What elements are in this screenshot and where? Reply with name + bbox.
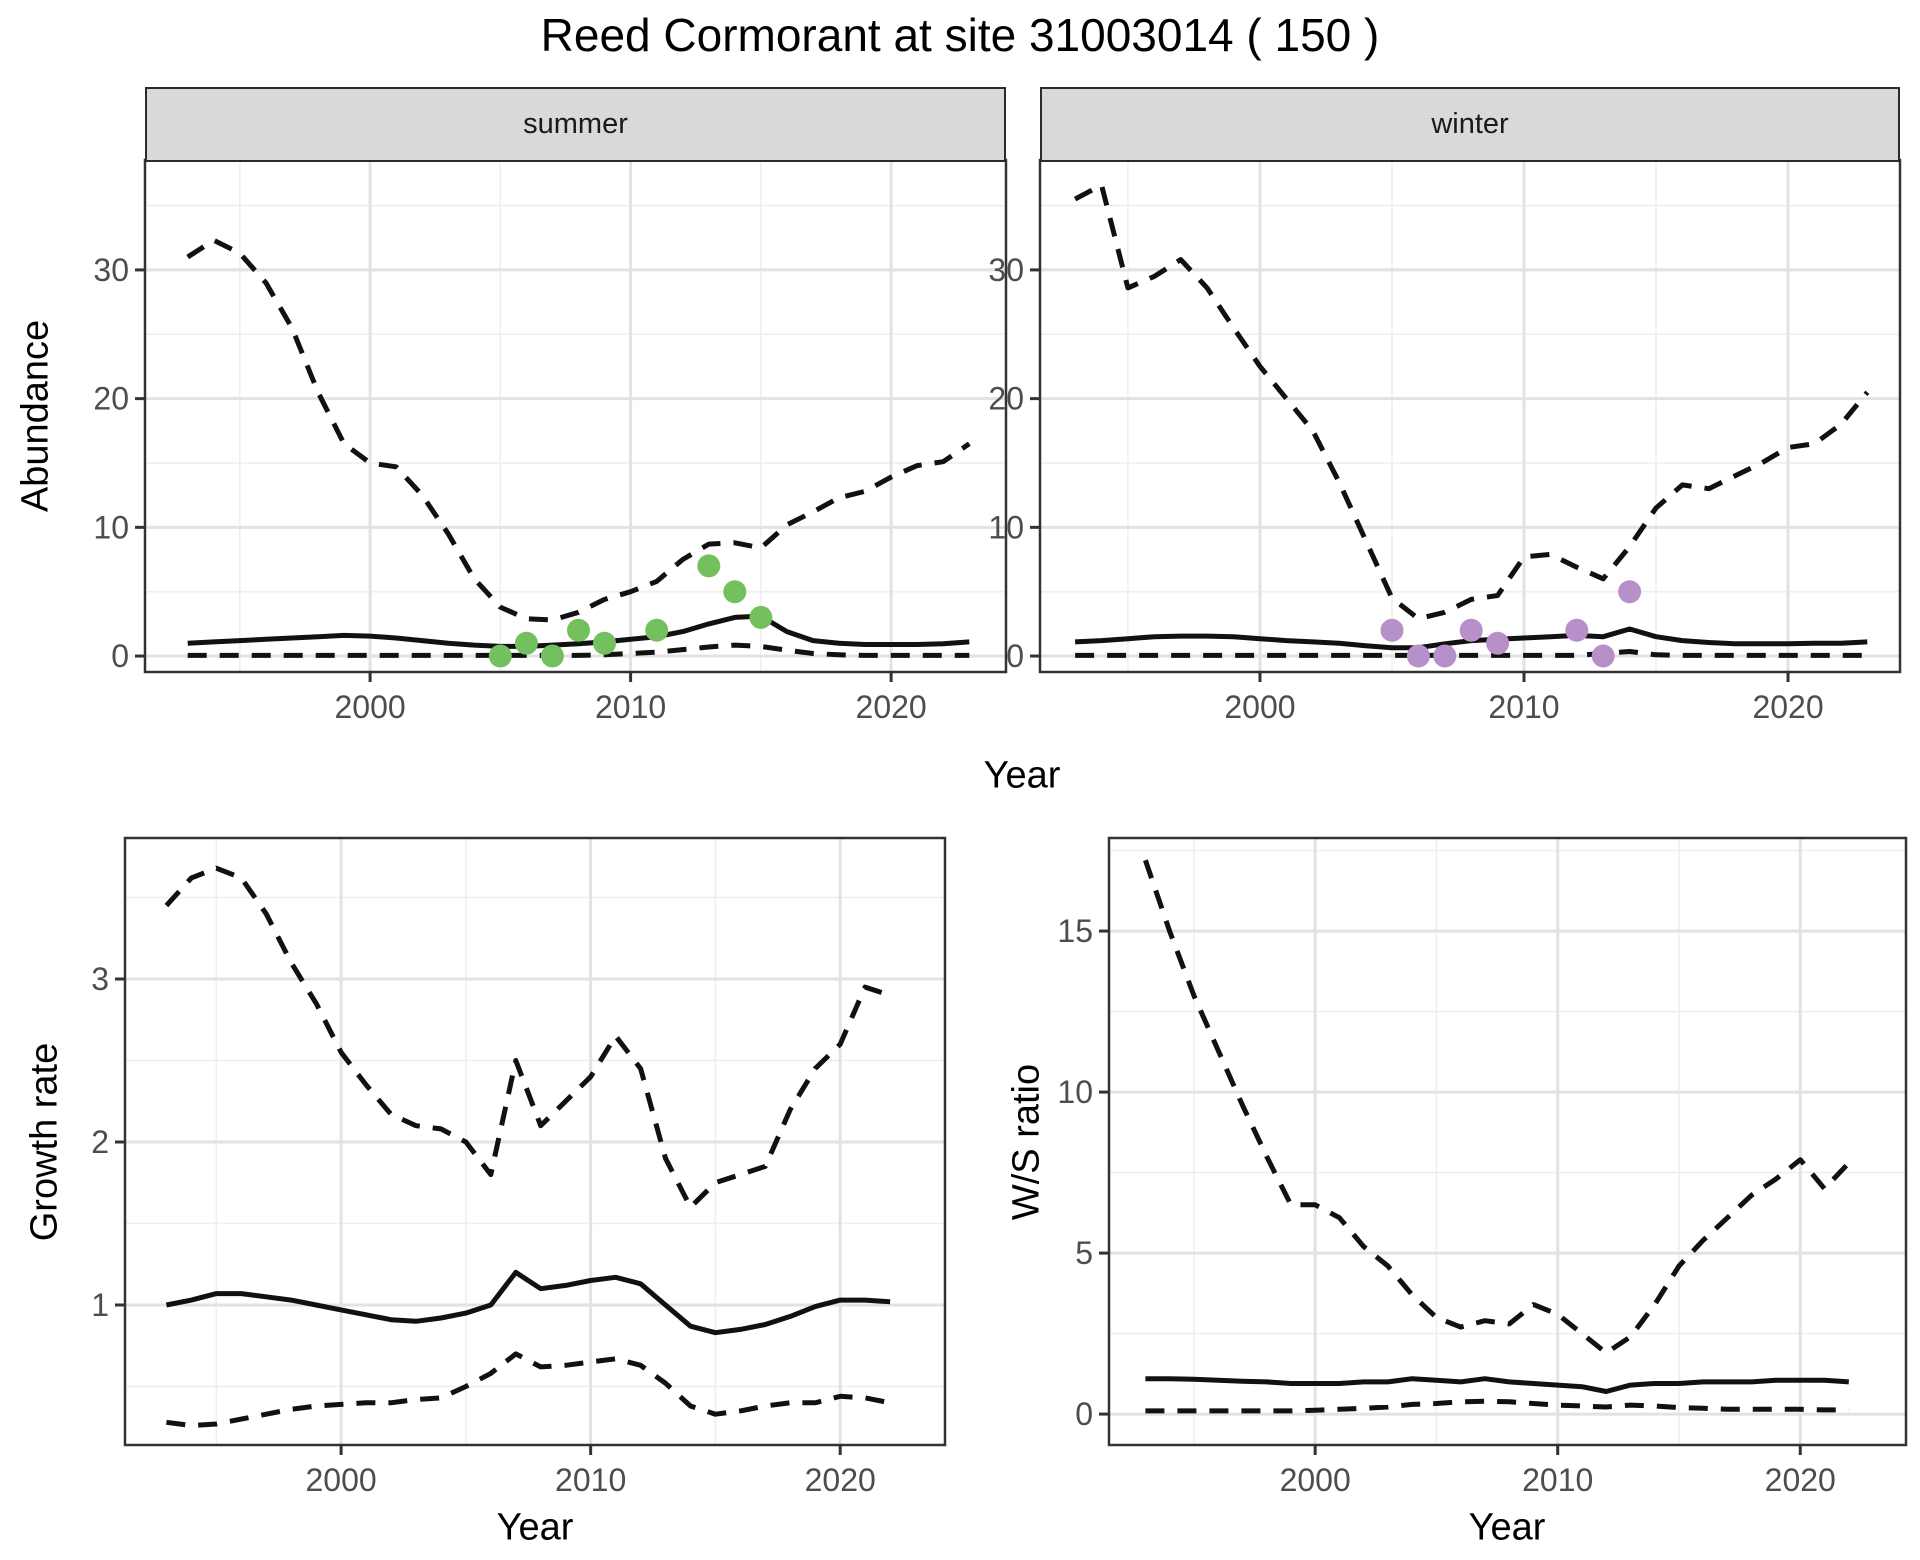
x-axis-title-year-growth: Year [496, 1506, 574, 1549]
x-tick-label: 2000 [1280, 1462, 1351, 1498]
y-tick-label: 0 [111, 638, 129, 674]
point-observed-counts [1618, 580, 1642, 604]
point-observed-counts [723, 580, 747, 604]
y-tick-label: 2 [91, 1124, 109, 1160]
point-observed-counts [488, 644, 512, 668]
y-tick-label: 20 [988, 381, 1024, 417]
series-upper-95ci [1073, 182, 1870, 622]
series-modelled-mean [165, 1269, 891, 1336]
point-observed-counts [749, 605, 773, 629]
series-lower-95ci [187, 642, 970, 658]
point-observed-counts [697, 554, 721, 578]
y-tick-label: 0 [1075, 1396, 1093, 1432]
y-tick-label: 30 [988, 252, 1024, 288]
facet-strip-winter-label: winter [1431, 108, 1509, 140]
y-axis-title-ws-ratio: W/S ratio [1005, 1063, 1048, 1221]
panel-abundance-winter: 2000 2010 2020 0 10 20 30 [988, 158, 1902, 725]
point-observed-counts [1486, 631, 1510, 655]
x-tick-label: 2000 [1224, 689, 1295, 725]
panel-ws-ratio: 2000 2010 2020 0 5 10 15 [1057, 836, 1908, 1498]
y-tick-label: 3 [91, 961, 109, 997]
point-observed-counts [567, 618, 590, 642]
point-observed-counts [1591, 644, 1615, 668]
facet-strip-summer-label: summer [523, 108, 628, 140]
y-tick-label: 20 [93, 381, 129, 417]
x-axis-title-year-ws: Year [1468, 1506, 1546, 1549]
y-axis-title-abundance: Abundance [14, 319, 57, 513]
point-observed-counts [593, 631, 616, 655]
point-observed-counts [1459, 618, 1483, 642]
y-tick-label: 10 [93, 509, 129, 545]
point-observed-counts [514, 631, 538, 655]
series-lower-95ci [1075, 649, 1868, 658]
y-axis-title-growth-rate: Growth rate [23, 1042, 66, 1242]
x-tick-label: 2020 [856, 689, 927, 725]
panel-growth-rate: 2000 2010 2020 1 2 3 [91, 836, 947, 1498]
series-upper-95ci [164, 865, 891, 1210]
x-tick-label: 2010 [1488, 689, 1559, 725]
series-modelled-mean [187, 613, 970, 649]
figure-title: Reed Cormorant at site 31003014 ( 150 ) [540, 9, 1380, 61]
x-tick-label: 2000 [306, 1462, 377, 1498]
x-axis-title-year-top: Year [983, 754, 1061, 797]
facet-strip-winter: winter [1040, 87, 1900, 162]
facet-strip-summer: summer [145, 87, 1006, 162]
x-tick-label: 2020 [1752, 689, 1823, 725]
series-upper-95ci [186, 237, 971, 623]
y-tick-label: 0 [1006, 638, 1024, 674]
point-observed-counts [1565, 618, 1589, 642]
y-tick-label: 1 [91, 1287, 109, 1323]
point-observed-counts [1380, 618, 1404, 642]
y-tick-label: 10 [1057, 1074, 1093, 1110]
x-tick-label: 2020 [805, 1462, 876, 1498]
y-tick-label: 15 [1057, 913, 1093, 949]
y-tick-label: 30 [93, 252, 129, 288]
x-tick-label: 2020 [1765, 1462, 1836, 1498]
y-tick-label: 10 [988, 509, 1024, 545]
x-tick-label: 2010 [595, 689, 666, 725]
point-observed-counts [540, 644, 564, 668]
series-lower-95ci [1145, 1398, 1849, 1414]
series-modelled-mean [1145, 1376, 1849, 1394]
x-tick-label: 2000 [334, 689, 405, 725]
point-observed-counts [1433, 644, 1457, 668]
x-tick-label: 2010 [1522, 1462, 1593, 1498]
x-tick-label: 2010 [555, 1462, 626, 1498]
panel-abundance-summer: 2000 2010 2020 0 10 20 30 [93, 158, 1008, 725]
point-observed-counts [645, 618, 669, 642]
y-tick-label: 5 [1075, 1235, 1093, 1271]
point-observed-counts [1406, 644, 1430, 668]
